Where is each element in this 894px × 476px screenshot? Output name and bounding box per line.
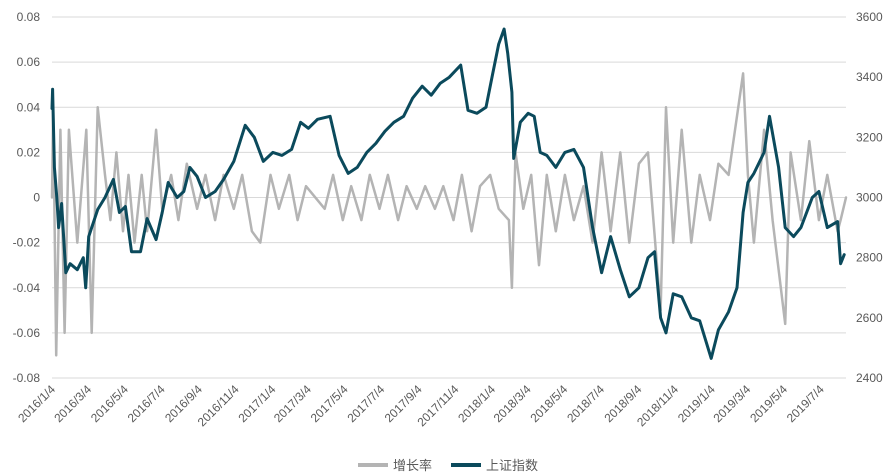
left-y-axis: 0.08 0.06 0.04 0.02 0 -0.02 -0.04 -0.06 -0.08	[13, 10, 41, 385]
x-tick-label: 2018/7/4	[564, 382, 607, 425]
x-tick-label: 2016/7/4	[125, 382, 168, 425]
left-y-tick-label: -0.04	[13, 281, 41, 295]
legend-label: 增长率	[393, 458, 432, 473]
series-line-index	[50, 27, 846, 360]
right-y-tick-label: 3400	[856, 70, 883, 84]
x-tick-label: 2016/1/4	[15, 382, 58, 425]
left-y-tick-label: 0.04	[17, 100, 41, 114]
x-tick-label: 2018/1/4	[455, 382, 498, 425]
right-y-tick-label: 2800	[856, 251, 883, 265]
x-tick-label: 2019/7/4	[784, 382, 827, 425]
left-y-tick-label: -0.06	[13, 326, 41, 340]
left-y-tick-label: -0.02	[13, 236, 41, 250]
right-y-tick-label: 3600	[856, 10, 883, 24]
right-y-axis: 3600 3400 3200 3000 2800 2600 2400	[856, 10, 883, 385]
right-y-tick-label: 2600	[856, 311, 883, 325]
x-tick-label: 2017/3/4	[271, 382, 314, 425]
x-tick-label: 2017/7/4	[344, 382, 387, 425]
x-tick-label: 2016/5/4	[88, 382, 131, 425]
x-tick-label: 2017/5/4	[308, 382, 351, 425]
x-tick-label: 2016/3/4	[51, 382, 94, 425]
right-y-tick-label: 3000	[856, 191, 883, 205]
left-y-tick-label: -0.08	[13, 371, 41, 385]
x-axis: 2016/1/42016/3/42016/5/42016/7/42016/9/4…	[15, 382, 827, 429]
x-tick-label: 2018/3/4	[491, 382, 534, 425]
x-tick-label: 2017/1/4	[236, 382, 279, 425]
left-y-tick-label: 0.02	[17, 145, 41, 159]
grid-lines	[52, 16, 846, 379]
legend: 增长率 上证指数	[358, 458, 538, 473]
x-tick-label: 2018/5/4	[527, 382, 570, 425]
right-y-tick-label: 3200	[856, 130, 883, 144]
left-y-tick-label: 0	[33, 191, 40, 205]
x-tick-label: 2019/5/4	[747, 382, 790, 425]
legend-label: 上证指数	[486, 458, 538, 473]
series-layer	[50, 27, 848, 360]
x-tick-label: 2019/3/4	[710, 382, 753, 425]
left-y-tick-label: 0.08	[17, 10, 41, 24]
series-line-growth-rate	[50, 72, 848, 357]
left-y-tick-label: 0.06	[17, 55, 41, 69]
right-y-tick-label: 2400	[856, 371, 883, 385]
x-tick-label: 2019/1/4	[675, 382, 718, 425]
